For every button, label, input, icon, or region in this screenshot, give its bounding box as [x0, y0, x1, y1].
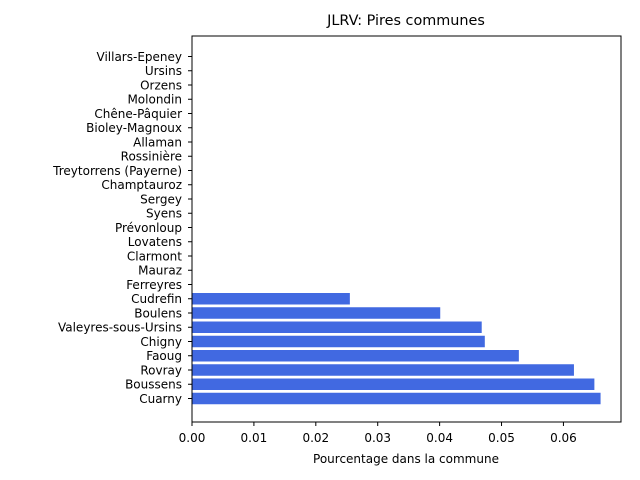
plot-frame [191, 35, 622, 423]
y-tick-label-8: Ferreyres [126, 278, 182, 292]
x-axis: 0.00 0.01 0.02 0.03 0.04 0.05 0.06 [179, 422, 577, 445]
x-tick-label-2: 0.02 [302, 431, 329, 445]
y-tick-label-3: Faoug [146, 349, 182, 363]
y-tick-label-19: Bioley-Magnoux [86, 121, 182, 135]
y-tick-label-18: Allaman [133, 135, 182, 149]
x-tick-label-6: 0.06 [550, 431, 577, 445]
y-tick-label-1: Boussens [125, 378, 182, 392]
bar-0 [192, 392, 601, 405]
bar-3 [192, 350, 519, 362]
bar-7 [192, 293, 350, 305]
y-tick-label-20: Chêne-Pâquier [94, 107, 182, 121]
y-tick-label-15: Champtauroz [101, 178, 182, 192]
y-tick-label-11: Lovatens [128, 235, 182, 249]
y-tick-label-12: Prévonloup [115, 221, 182, 235]
y-axis: CuarnyBoussensRovrayFaougChignyValeyres-… [52, 50, 192, 406]
y-tick-label-0: Cuarny [139, 392, 182, 406]
y-tick-label-23: Ursins [145, 64, 182, 78]
y-tick-label-9: Mauraz [138, 264, 182, 278]
y-tick-label-17: Rossinière [121, 150, 182, 164]
bars-layer [192, 293, 601, 405]
bar-5 [192, 321, 482, 333]
bar-4 [192, 335, 485, 348]
y-tick-label-10: Clarmont [127, 249, 182, 263]
y-tick-label-7: Cudrefin [131, 292, 182, 306]
y-tick-label-5: Valeyres-sous-Ursins [58, 321, 182, 335]
bar-6 [192, 307, 441, 319]
y-tick-label-6: Boulens [134, 306, 182, 320]
y-tick-label-13: Syens [146, 207, 182, 221]
x-tick-label-0: 0.00 [179, 431, 206, 445]
y-tick-label-21: Molondin [127, 93, 182, 107]
y-tick-label-14: Sergey [140, 192, 182, 206]
bar-1 [192, 378, 595, 390]
bar-2 [192, 364, 574, 376]
y-tick-label-16: Treytorrens (Payerne) [52, 164, 182, 178]
x-axis-title: Pourcentage dans la commune [313, 452, 499, 466]
x-tick-label-3: 0.03 [364, 431, 391, 445]
x-tick-label-1: 0.01 [241, 431, 268, 445]
x-tick-label-4: 0.04 [426, 431, 453, 445]
y-tick-label-2: Rovray [140, 363, 182, 377]
y-tick-label-22: Orzens [140, 78, 182, 92]
chart-title: JLRV: Pires communes [326, 13, 485, 29]
y-tick-label-24: Villars-Epeney [97, 50, 183, 64]
x-tick-label-5: 0.05 [488, 431, 515, 445]
y-tick-label-4: Chigny [140, 335, 182, 349]
